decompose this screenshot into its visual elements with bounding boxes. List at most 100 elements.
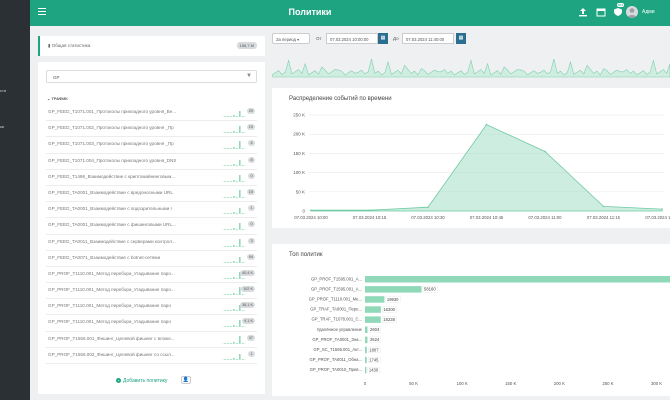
y-tick-label: 50 K	[296, 189, 305, 194]
policy-name[interactable]: GP_FEED_TA0001_Взаимодействие с фишингов…	[48, 222, 176, 228]
date-from-calendar-icon[interactable]: ▦	[378, 33, 388, 44]
bar-value-label: 1430	[369, 368, 379, 373]
policy-row[interactable]: GP_PROF_T1566.001_Фишинг_Целевой фишинг …	[46, 332, 257, 348]
events-area-chart: 0 50 K 100 K 150 K 200 K 250 K 07.03.2024 10:0…	[293, 113, 670, 221]
data-point[interactable]	[368, 209, 371, 212]
policy-name[interactable]: GP_FEED_T1071.004_Протоколы прикладного …	[48, 157, 177, 163]
sidebar-item-policies[interactable]: ки	[0, 124, 4, 129]
group-header-traffic[interactable]: ⌄ ТРАФИК	[47, 96, 68, 101]
policy-bar[interactable]	[365, 346, 367, 354]
data-point[interactable]	[661, 208, 663, 210]
period-dropdown[interactable]: За период ▾	[272, 33, 310, 44]
top-policies-card: Топ политик 0 50 K 100 K 150 K 200 K 250 K 300…	[272, 244, 670, 396]
events-area	[310, 124, 663, 212]
y-tick-label: 100 K	[293, 170, 305, 175]
policy-name[interactable]: GP_FEED_T1496_Взаимодействие с криптомай…	[48, 173, 176, 179]
upload-icon[interactable]	[578, 7, 588, 17]
policy-name[interactable]: GP_PROF_T1110.001_Метод перебора_Угадыва…	[48, 270, 175, 276]
policy-bar[interactable]	[365, 286, 422, 293]
shield-icon[interactable]	[613, 7, 623, 17]
policy-name[interactable]: GP_PROF_T1110.001_Метод перебора_Угадыва…	[48, 319, 171, 325]
x-tick-label: 07.03.2024 10:00	[294, 215, 328, 220]
policy-bar[interactable]	[365, 326, 368, 334]
bar-value-box	[422, 286, 438, 293]
policy-bar[interactable]	[365, 356, 367, 364]
funnel-icon[interactable]: ▼	[246, 73, 252, 79]
policy-name[interactable]: GP_FEED_T1071.002_Протоколы прикладного …	[48, 125, 174, 131]
timeline-sparkline[interactable]	[272, 55, 670, 79]
data-point[interactable]	[544, 150, 546, 153]
policy-row[interactable]: GP_PROF_T1110.001_Метод перебора_Угадыва…	[46, 299, 257, 316]
policy-row[interactable]: GP_FEED_TA0001_Взаимодействие с подозрит…	[46, 202, 257, 219]
policy-row[interactable]: GP_FEED_T1071.004_Протоколы прикладного …	[46, 154, 257, 170]
policy-name[interactable]: GP_PROF_T1566.001_Фишинг_Целевой фишинг …	[48, 335, 175, 341]
policy-sparkline	[222, 208, 246, 215]
policy-row[interactable]: GP_FEED_TA0071_Взаимодействие с botnet-с…	[46, 251, 257, 267]
policy-count-badge: 8	[248, 156, 255, 163]
events-over-time-card: Распределение событий по времени 0 50 K 10…	[272, 88, 670, 228]
data-point[interactable]	[310, 209, 312, 212]
x-tick-label: 07.03.2024 11:15	[587, 215, 621, 220]
policy-bar[interactable]	[365, 276, 670, 283]
policy-bar[interactable]	[365, 316, 381, 323]
policy-row[interactable]: GP_FEED_T1071.002_Протоколы прикладного …	[46, 121, 257, 138]
date-to-input[interactable]: 07.03.2024 11:40:00	[402, 33, 454, 44]
policy-row[interactable]: GP_PROF_T1110.001_Метод перебора_Угадыва…	[46, 267, 257, 284]
bar-value-label: 2524	[370, 337, 380, 342]
bar-value-box	[368, 336, 382, 343]
date-to-calendar-icon[interactable]: ▦	[456, 33, 466, 44]
general-stats-label: ▮ Общая статистика	[48, 43, 91, 48]
avatar[interactable]	[626, 6, 638, 18]
policy-row[interactable]: GP_PROF_T1566.002_Фишинг_Целевой фишинг …	[46, 348, 257, 364]
bar-value-label: 2604	[370, 327, 380, 332]
policy-name[interactable]: GP_PROF_T1110.001_Метод перебора_Угадыва…	[48, 303, 171, 309]
user-icon[interactable]: 👤	[181, 376, 191, 384]
policy-name[interactable]: GP_FEED_TA0011_Взаимодействие с серверам…	[48, 238, 176, 244]
user-name[interactable]: Адми	[642, 9, 655, 15]
policy-name[interactable]: GP_FEED_TA0001_Взаимодействие с вредонос…	[48, 189, 173, 195]
policy-list-panel: GP ▼ ⌄ ТРАФИК GP_FEED_T1071.001_Протокол…	[38, 62, 265, 394]
bar-value-label: 1807	[369, 347, 379, 352]
policy-name[interactable]: GP_FEED_TA0071_Взаимодействие с botnet-с…	[48, 254, 161, 260]
notification-badge: 803	[617, 3, 625, 7]
bar-value-box	[368, 356, 381, 364]
policy-bar[interactable]	[365, 296, 385, 303]
policy-row[interactable]: GP_FEED_TA0001_Взаимодействие с вредонос…	[46, 186, 257, 203]
policy-filter-select[interactable]: GP ▼	[46, 70, 257, 83]
policy-name[interactable]: GP_FEED_T1071.003_Протоколы прикладного …	[48, 141, 174, 147]
policy-row[interactable]: GP_FEED_T1496_Взаимодействие с криптомай…	[46, 170, 257, 186]
sidebar-item-statistics[interactable]: сти	[0, 88, 7, 93]
bar-category-label: Удалённое управление	[317, 327, 363, 332]
policy-bar[interactable]	[365, 366, 367, 374]
x-tick-label: 07.03.2024 11:30	[645, 215, 670, 220]
policy-name[interactable]: GP_PROF_T1110.001_Метод перебора_Угадыва…	[48, 287, 175, 293]
policy-count-badge: 0	[248, 172, 255, 179]
policy-sparkline	[222, 159, 246, 166]
policy-row[interactable]: GP_FEED_TA0011_Взаимодействие с серверам…	[46, 235, 257, 251]
policy-name[interactable]: GP_FEED_TA0001_Взаимодействие с подозрит…	[48, 206, 172, 212]
policy-bar[interactable]	[365, 306, 381, 313]
policy-row[interactable]: GP_FEED_T1071.001_Протоколы прикладного …	[46, 105, 257, 122]
hamburger-menu-icon[interactable]	[38, 8, 46, 15]
date-from-input[interactable]: 07.03.2024 10:00:00	[326, 33, 378, 44]
policy-row[interactable]: GP_FEED_T1071.003_Протоколы прикладного …	[46, 137, 257, 154]
bar-value-box	[368, 346, 381, 353]
policy-row[interactable]: GP_FEED_TA0001_Взаимодействие с фишингов…	[46, 218, 257, 235]
general-stats-card[interactable]: ▮ Общая статистика 156,7 M	[38, 36, 265, 56]
policy-name[interactable]: GP_PROF_T1566.002_Фишинг_Целевой фишинг …	[48, 351, 175, 357]
add-policy-button[interactable]: + Добавить политику	[116, 378, 168, 384]
data-point[interactable]	[427, 206, 429, 208]
bar-category-label: GP_PROF_T1595.001_A...	[311, 276, 362, 281]
policy-row[interactable]: GP_PROF_T1110.001_Метод перебора_Угадыва…	[46, 315, 257, 332]
policy-sparkline	[222, 141, 246, 150]
bar-category-label: GP_PROF_T1595.001_A...	[311, 286, 362, 291]
policy-row[interactable]: GP_PROF_T1110.001_Метод перебора_Угадыва…	[46, 283, 257, 300]
policy-bar[interactable]	[365, 336, 368, 344]
calendar-icon[interactable]	[596, 7, 606, 17]
policy-name[interactable]: GP_FEED_T1071.001_Протоколы прикладного …	[48, 109, 177, 114]
data-point[interactable]	[602, 205, 605, 208]
y-tick-label: 0	[302, 209, 305, 214]
x-tick-label: 300 K	[651, 381, 662, 386]
data-point[interactable]	[485, 123, 488, 126]
bar-category-label: GP_PROF_T1110.001_Ме...	[309, 297, 362, 302]
